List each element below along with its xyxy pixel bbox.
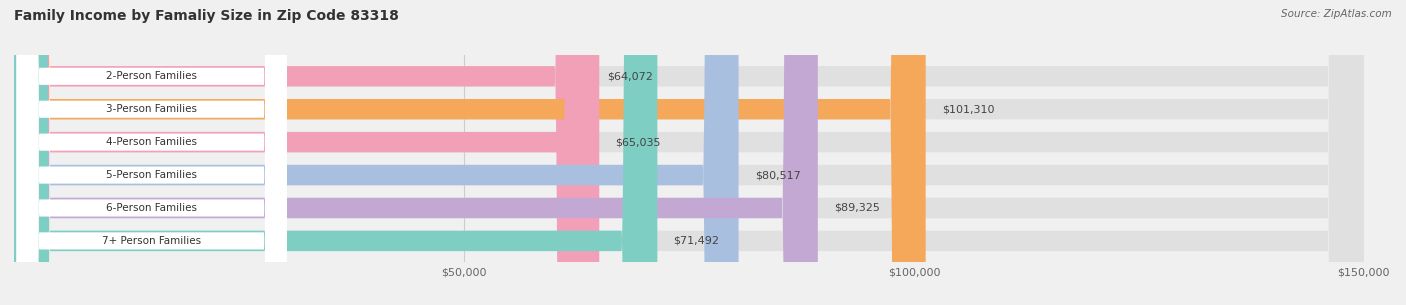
FancyBboxPatch shape xyxy=(14,0,1364,305)
Text: 5-Person Families: 5-Person Families xyxy=(107,170,197,180)
FancyBboxPatch shape xyxy=(14,0,1364,305)
Text: $89,325: $89,325 xyxy=(834,203,880,213)
FancyBboxPatch shape xyxy=(17,0,287,305)
FancyBboxPatch shape xyxy=(14,0,1364,305)
Text: $64,072: $64,072 xyxy=(607,71,652,81)
FancyBboxPatch shape xyxy=(17,0,287,305)
Text: 6-Person Families: 6-Person Families xyxy=(107,203,197,213)
FancyBboxPatch shape xyxy=(14,0,1364,305)
Text: $65,035: $65,035 xyxy=(616,137,661,147)
Text: $71,492: $71,492 xyxy=(673,236,720,246)
Text: $101,310: $101,310 xyxy=(942,104,994,114)
FancyBboxPatch shape xyxy=(14,0,738,305)
FancyBboxPatch shape xyxy=(14,0,599,305)
FancyBboxPatch shape xyxy=(17,0,287,305)
FancyBboxPatch shape xyxy=(17,0,287,305)
Text: 2-Person Families: 2-Person Families xyxy=(107,71,197,81)
FancyBboxPatch shape xyxy=(17,0,287,305)
FancyBboxPatch shape xyxy=(14,0,818,305)
Text: Source: ZipAtlas.com: Source: ZipAtlas.com xyxy=(1281,9,1392,19)
FancyBboxPatch shape xyxy=(14,0,1364,305)
FancyBboxPatch shape xyxy=(14,0,658,305)
FancyBboxPatch shape xyxy=(14,0,1364,305)
Text: Family Income by Famaliy Size in Zip Code 83318: Family Income by Famaliy Size in Zip Cod… xyxy=(14,9,399,23)
FancyBboxPatch shape xyxy=(17,0,287,305)
Text: $80,517: $80,517 xyxy=(755,170,800,180)
Text: 3-Person Families: 3-Person Families xyxy=(107,104,197,114)
FancyBboxPatch shape xyxy=(14,0,925,305)
FancyBboxPatch shape xyxy=(14,0,591,305)
Text: 7+ Person Families: 7+ Person Families xyxy=(103,236,201,246)
Text: 4-Person Families: 4-Person Families xyxy=(107,137,197,147)
